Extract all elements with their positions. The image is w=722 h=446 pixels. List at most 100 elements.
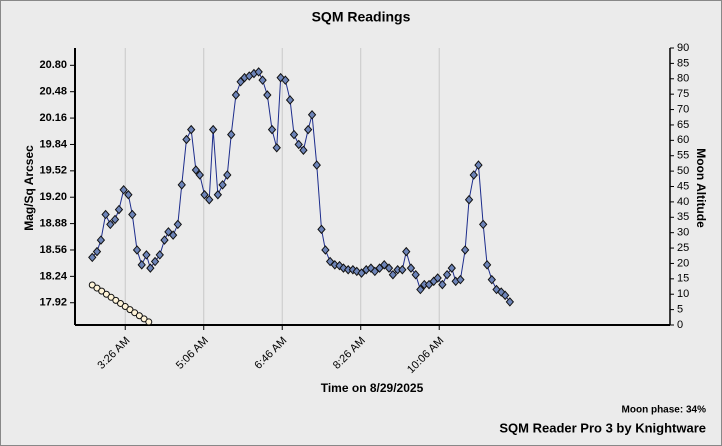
point (101, 209, 110, 220)
point (438, 279, 447, 290)
y2-tick-label: 80 (677, 73, 689, 85)
point (205, 194, 214, 205)
point (200, 189, 209, 200)
y2-tick-label: 0 (677, 319, 683, 331)
point (317, 224, 326, 235)
point (124, 189, 133, 200)
point (500, 290, 510, 301)
point (267, 124, 277, 135)
point (187, 124, 196, 135)
point (307, 110, 317, 120)
point (223, 170, 232, 180)
point (254, 67, 263, 77)
chart-title: SQM Readings (312, 9, 411, 25)
point (121, 303, 129, 311)
y2-tick-label: 70 (677, 103, 689, 115)
point (92, 246, 102, 257)
y2-tick-label: 40 (677, 196, 689, 208)
point (110, 214, 120, 225)
point (411, 269, 420, 280)
point (303, 124, 313, 135)
point (218, 180, 227, 190)
point (276, 72, 285, 83)
point (98, 287, 106, 295)
point (289, 129, 299, 140)
y-axis-label: Mag/Sq Arcsec (22, 145, 36, 231)
point (168, 230, 178, 240)
point (137, 260, 146, 270)
point (88, 281, 96, 289)
point (96, 235, 106, 245)
point (145, 318, 153, 326)
point (487, 274, 496, 285)
y2-tick-label: 15 (677, 273, 689, 285)
y2-axis-label: Moon Altitude (694, 148, 708, 228)
point (469, 170, 478, 180)
y2-tick-label: 90 (677, 42, 689, 54)
point (456, 274, 465, 285)
point (348, 265, 358, 275)
point (140, 315, 148, 323)
point (213, 189, 223, 200)
y2-tick-label: 65 (677, 119, 689, 131)
point (492, 284, 501, 295)
y2-tick-label: 10 (677, 288, 689, 300)
point (182, 134, 191, 145)
point (146, 263, 155, 273)
point (107, 293, 115, 301)
y2-tick-label: 75 (677, 88, 689, 100)
point (433, 273, 442, 283)
point (160, 235, 169, 245)
point (173, 219, 182, 230)
point (114, 204, 124, 215)
y2-tick-label: 50 (677, 165, 689, 177)
point (258, 75, 267, 85)
point (464, 194, 474, 205)
point (102, 290, 110, 298)
y-tick-label: 20.80 (39, 59, 67, 71)
point (321, 245, 330, 255)
x-axis-label: Time on 8/29/2025 (321, 381, 424, 395)
point (406, 263, 416, 273)
point (505, 297, 515, 307)
y-tick-label: 19.52 (39, 165, 67, 177)
y2-tick-label: 85 (677, 57, 689, 69)
y-tick-label: 20.48 (39, 86, 67, 98)
y-tick-label: 19.84 (39, 138, 67, 150)
point (150, 256, 160, 267)
point (335, 260, 344, 271)
point (384, 263, 394, 273)
y2-tick-label: 20 (677, 257, 689, 269)
y2-tick-label: 35 (677, 211, 689, 223)
y-tick-label: 18.88 (39, 218, 67, 230)
point (227, 129, 236, 140)
point (402, 246, 411, 257)
point (128, 209, 137, 220)
point (388, 269, 398, 280)
point (142, 250, 151, 260)
point (299, 145, 308, 155)
point (155, 250, 164, 260)
point (442, 269, 452, 280)
point (479, 219, 488, 230)
point (208, 124, 218, 135)
point (135, 312, 143, 320)
point (312, 160, 321, 170)
point (398, 265, 407, 275)
point (294, 139, 303, 150)
y2-tick-label: 55 (677, 150, 689, 162)
y2-tick-label: 45 (677, 180, 689, 192)
point (497, 287, 506, 297)
point (131, 309, 139, 317)
point (460, 245, 470, 255)
y2-tick-label: 60 (677, 134, 689, 146)
footer: SQM Reader Pro 3 by Knightware (499, 420, 706, 435)
point (191, 165, 201, 175)
point (177, 180, 186, 190)
point (285, 95, 295, 105)
point (93, 284, 101, 292)
point (117, 299, 125, 307)
point (112, 296, 120, 304)
point (119, 185, 128, 195)
